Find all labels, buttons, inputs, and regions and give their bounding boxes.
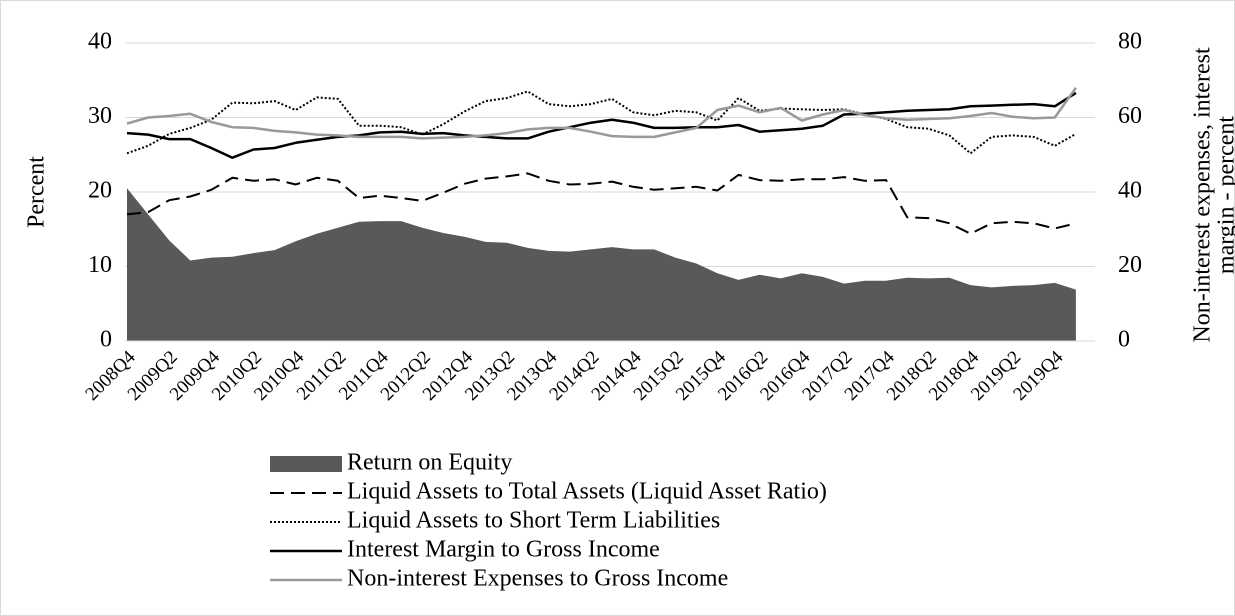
legend-swatch bbox=[270, 456, 342, 472]
y-tick-label: 20 bbox=[88, 178, 112, 204]
area bbox=[127, 188, 1076, 341]
y2-tick-label: 80 bbox=[1118, 29, 1142, 55]
legend-label: Non-interest Expenses to Gross Income bbox=[347, 566, 728, 592]
y2-tick-label: 0 bbox=[1118, 327, 1130, 353]
legend-label: Interest Margin to Gross Income bbox=[347, 537, 660, 563]
y2-tick-label: 20 bbox=[1118, 252, 1142, 278]
y2-tick-label: 60 bbox=[1118, 103, 1142, 129]
y2-tick-label: 40 bbox=[1118, 178, 1142, 204]
y-axis-label: Percent bbox=[24, 156, 50, 228]
y-tick-label: 30 bbox=[88, 103, 112, 129]
legend-label: Liquid Assets to Short Term Liabilities bbox=[347, 508, 720, 534]
y-tick-label: 40 bbox=[88, 29, 112, 55]
y-tick-label: 10 bbox=[88, 252, 112, 278]
line bbox=[126, 172, 1077, 235]
legend-label: Liquid Assets to Total Assets (Liquid As… bbox=[347, 479, 827, 505]
line bbox=[126, 91, 1077, 159]
y2-axis-label: margin - percent bbox=[1214, 116, 1235, 274]
y2-axis-label: Non-interest expenses, interest bbox=[1190, 47, 1216, 343]
legend-label: Return on Equity bbox=[347, 450, 512, 476]
line bbox=[126, 90, 1077, 155]
y-tick-label: 0 bbox=[100, 327, 112, 353]
line bbox=[126, 86, 1077, 140]
